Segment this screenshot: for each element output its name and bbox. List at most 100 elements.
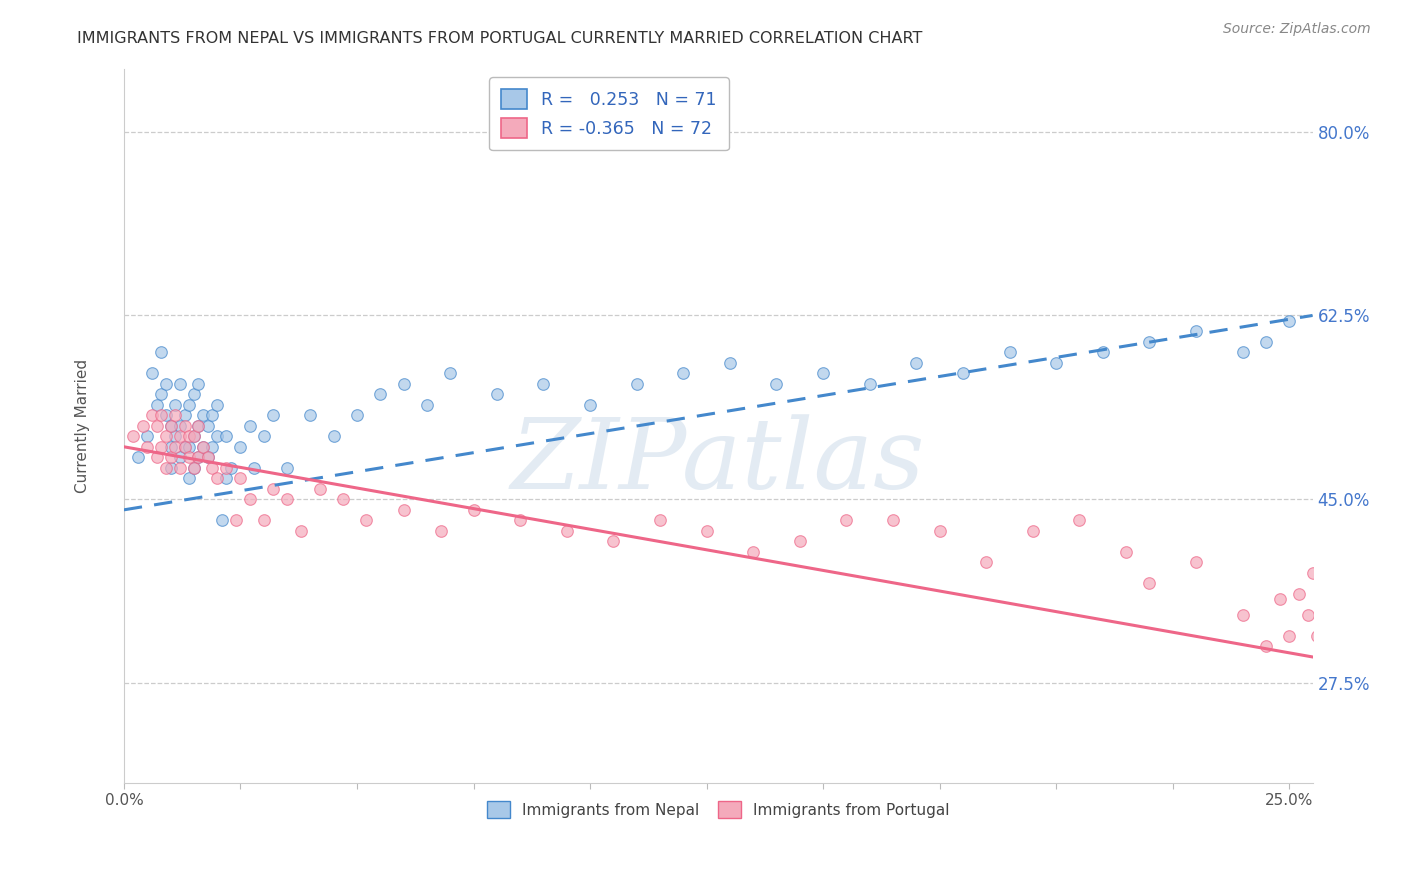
- Text: Currently Married: Currently Married: [75, 359, 90, 493]
- Point: [136, 429, 159, 443]
- Point: [150, 440, 173, 454]
- Point: [1278, 629, 1301, 643]
- Point: [648, 513, 671, 527]
- Point: [718, 356, 741, 370]
- Point: [191, 409, 214, 423]
- Point: [169, 450, 191, 465]
- Point: [201, 460, 224, 475]
- Point: [229, 440, 252, 454]
- Point: [169, 460, 191, 475]
- Point: [219, 460, 242, 475]
- Point: [262, 482, 284, 496]
- Point: [243, 460, 266, 475]
- Point: [165, 440, 187, 454]
- Point: [1254, 334, 1277, 349]
- Point: [998, 345, 1021, 359]
- Point: [509, 513, 531, 527]
- Point: [356, 513, 378, 527]
- Point: [1137, 334, 1160, 349]
- Point: [430, 524, 453, 538]
- Point: [626, 376, 648, 391]
- Point: [253, 429, 276, 443]
- Point: [859, 376, 882, 391]
- Point: [197, 450, 219, 465]
- Point: [299, 409, 322, 423]
- Point: [1185, 555, 1208, 569]
- Point: [1362, 671, 1385, 685]
- Point: [169, 429, 191, 443]
- Point: [173, 409, 195, 423]
- Point: [1302, 566, 1324, 580]
- Point: [1334, 640, 1357, 654]
- Point: [215, 429, 238, 443]
- Point: [169, 376, 191, 391]
- Point: [882, 513, 904, 527]
- Point: [905, 356, 928, 370]
- Point: [555, 524, 578, 538]
- Point: [150, 409, 173, 423]
- Point: [253, 513, 276, 527]
- Point: [579, 398, 602, 412]
- Text: IMMIGRANTS FROM NEPAL VS IMMIGRANTS FROM PORTUGAL CURRENTLY MARRIED CORRELATION : IMMIGRANTS FROM NEPAL VS IMMIGRANTS FROM…: [77, 31, 922, 46]
- Point: [211, 513, 233, 527]
- Point: [187, 376, 209, 391]
- Point: [122, 429, 145, 443]
- Point: [1185, 324, 1208, 338]
- Point: [159, 450, 181, 465]
- Point: [215, 460, 238, 475]
- Point: [928, 524, 950, 538]
- Point: [165, 429, 187, 443]
- Point: [141, 366, 163, 380]
- Point: [179, 450, 201, 465]
- Point: [789, 534, 811, 549]
- Point: [392, 376, 415, 391]
- Point: [346, 409, 368, 423]
- Text: Source: ZipAtlas.com: Source: ZipAtlas.com: [1223, 22, 1371, 37]
- Point: [1091, 345, 1114, 359]
- Point: [173, 440, 195, 454]
- Point: [1137, 576, 1160, 591]
- Point: [155, 376, 177, 391]
- Point: [332, 492, 354, 507]
- Point: [368, 387, 391, 401]
- Point: [155, 409, 177, 423]
- Point: [179, 440, 201, 454]
- Point: [145, 418, 167, 433]
- Point: [205, 398, 228, 412]
- Point: [145, 450, 167, 465]
- Point: [159, 418, 181, 433]
- Point: [179, 471, 201, 485]
- Legend: Immigrants from Nepal, Immigrants from Portugal: Immigrants from Nepal, Immigrants from P…: [479, 794, 957, 825]
- Point: [173, 418, 195, 433]
- Point: [322, 429, 344, 443]
- Point: [463, 503, 485, 517]
- Point: [952, 366, 974, 380]
- Point: [150, 345, 173, 359]
- Point: [835, 513, 858, 527]
- Point: [392, 503, 415, 517]
- Point: [183, 387, 205, 401]
- Point: [1022, 524, 1045, 538]
- Point: [811, 366, 834, 380]
- Point: [229, 471, 252, 485]
- Point: [183, 429, 205, 443]
- Point: [159, 440, 181, 454]
- Point: [1232, 345, 1254, 359]
- Point: [1115, 545, 1137, 559]
- Point: [262, 409, 284, 423]
- Text: ZIPatlas: ZIPatlas: [510, 414, 925, 509]
- Point: [187, 450, 209, 465]
- Point: [127, 450, 149, 465]
- Point: [602, 534, 624, 549]
- Point: [1232, 607, 1254, 622]
- Point: [201, 409, 224, 423]
- Point: [141, 409, 163, 423]
- Point: [159, 418, 181, 433]
- Point: [197, 450, 219, 465]
- Point: [159, 460, 181, 475]
- Point: [239, 492, 262, 507]
- Point: [150, 387, 173, 401]
- Point: [225, 513, 247, 527]
- Point: [533, 376, 555, 391]
- Point: [239, 418, 262, 433]
